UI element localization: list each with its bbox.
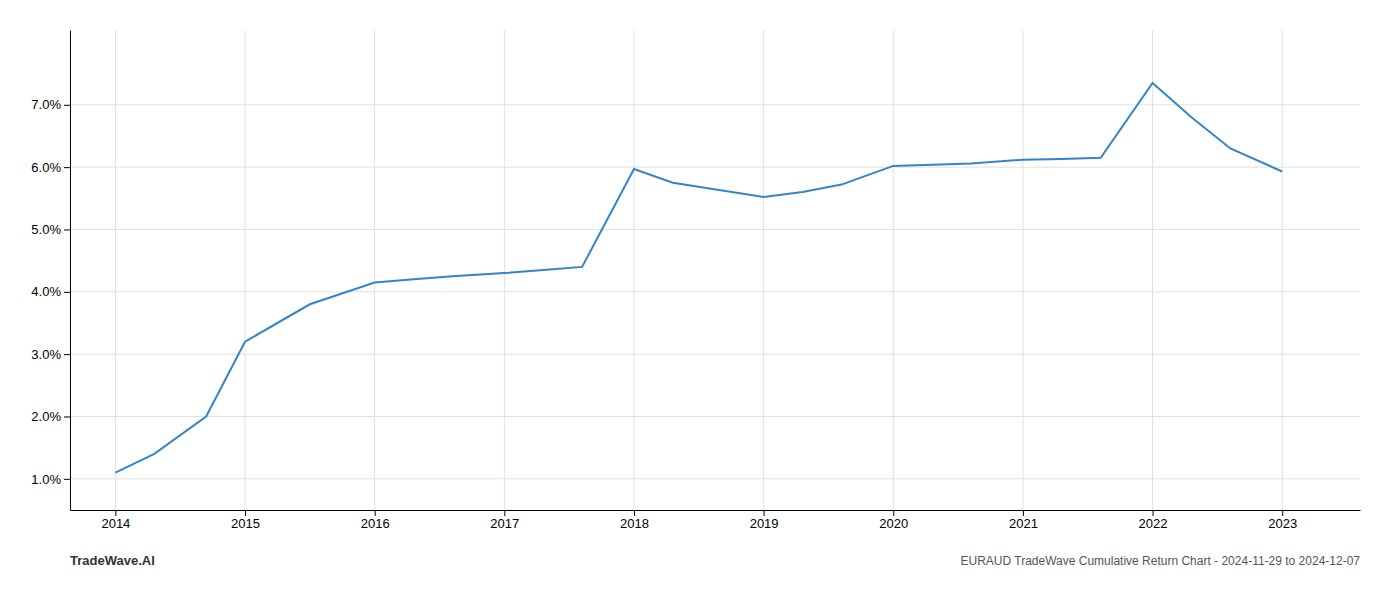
tick-mark xyxy=(764,510,765,516)
axis-line xyxy=(71,510,1361,511)
tick: 2016 xyxy=(361,510,390,531)
grid-line-y xyxy=(70,167,1360,168)
grid-line-y xyxy=(70,478,1360,479)
tick: 5.0% xyxy=(31,222,70,237)
tick: 2015 xyxy=(231,510,260,531)
tick-label: 4.0% xyxy=(31,284,61,299)
tick-mark xyxy=(504,510,505,516)
grid-line-y xyxy=(70,291,1360,292)
tick-mark xyxy=(634,510,635,516)
grid-line-y xyxy=(70,229,1360,230)
tick-mark xyxy=(115,510,116,516)
tick-mark xyxy=(1023,510,1024,516)
chart: 2014 2015 2016 2017 2018 2019 2020 2021 2022 2023… xyxy=(0,0,1400,600)
grid-line-x xyxy=(633,30,634,510)
tick: 2014 xyxy=(101,510,130,531)
tick-label: 6.0% xyxy=(31,160,61,175)
grid-line-x xyxy=(763,30,764,510)
grid-line-y xyxy=(70,104,1360,105)
x-axis: 2014 2015 2016 2017 2018 2019 2020 2021 2022 2023 xyxy=(71,510,1361,531)
tick: 4.0% xyxy=(31,284,70,299)
grid-line-x xyxy=(1152,30,1153,510)
grid-line-x xyxy=(1022,30,1023,510)
tick-label: 2014 xyxy=(101,516,130,531)
tick-label: 2023 xyxy=(1268,516,1297,531)
tick-mark xyxy=(64,229,70,230)
tick-mark xyxy=(1153,510,1154,516)
plot-area xyxy=(115,83,1282,473)
tick-mark xyxy=(245,510,246,516)
tick-mark xyxy=(1282,510,1283,516)
grid-line-x xyxy=(893,30,894,510)
tick-mark xyxy=(64,167,70,168)
grid-line-x xyxy=(115,30,116,510)
tick: 3.0% xyxy=(31,347,70,362)
tick-label: 7.0% xyxy=(31,97,61,112)
annotation: TradeWave.AI xyxy=(70,553,155,568)
tick-label: 5.0% xyxy=(31,222,61,237)
tick-mark xyxy=(64,105,70,106)
tick-mark xyxy=(893,510,894,516)
grid-line-x xyxy=(1282,30,1283,510)
tick: 2023 xyxy=(1268,510,1297,531)
tick-label: 2018 xyxy=(620,516,649,531)
tick-label: 2021 xyxy=(1009,516,1038,531)
grid-line-y xyxy=(70,416,1360,417)
tick-mark xyxy=(375,510,376,516)
tick-label: 2.0% xyxy=(31,409,61,424)
y-axis: 1.0% 2.0% 3.0% 4.0% 5.0% 6.0% 7.0% xyxy=(31,31,70,511)
tick: 1.0% xyxy=(31,471,70,486)
tick-mark xyxy=(64,479,70,480)
tick: 6.0% xyxy=(31,160,70,175)
tick: 2022 xyxy=(1139,510,1168,531)
line xyxy=(115,83,1282,473)
grid-line-x xyxy=(245,30,246,510)
tick-label: 2019 xyxy=(750,516,779,531)
tick: 2.0% xyxy=(31,409,70,424)
tick: 2017 xyxy=(490,510,519,531)
tick-label: 2015 xyxy=(231,516,260,531)
tick-label: 3.0% xyxy=(31,347,61,362)
tick-label: 2017 xyxy=(490,516,519,531)
grid-line-y xyxy=(70,354,1360,355)
tick: 2018 xyxy=(620,510,649,531)
grid-line-x xyxy=(374,30,375,510)
tick-mark xyxy=(64,354,70,355)
tick: 2019 xyxy=(750,510,779,531)
tick-label: 2016 xyxy=(361,516,390,531)
title: EURAUD TradeWave Cumulative Return Chart… xyxy=(960,554,1360,568)
grid-line-x xyxy=(504,30,505,510)
tick-label: 2022 xyxy=(1139,516,1168,531)
tick-mark xyxy=(64,416,70,417)
tick-label: 1.0% xyxy=(31,471,61,486)
tick: 7.0% xyxy=(31,97,70,112)
axis-line xyxy=(70,31,71,511)
tick-mark xyxy=(64,292,70,293)
tick: 2020 xyxy=(879,510,908,531)
tick: 2021 xyxy=(1009,510,1038,531)
tick-label: 2020 xyxy=(879,516,908,531)
grid xyxy=(70,30,1360,510)
